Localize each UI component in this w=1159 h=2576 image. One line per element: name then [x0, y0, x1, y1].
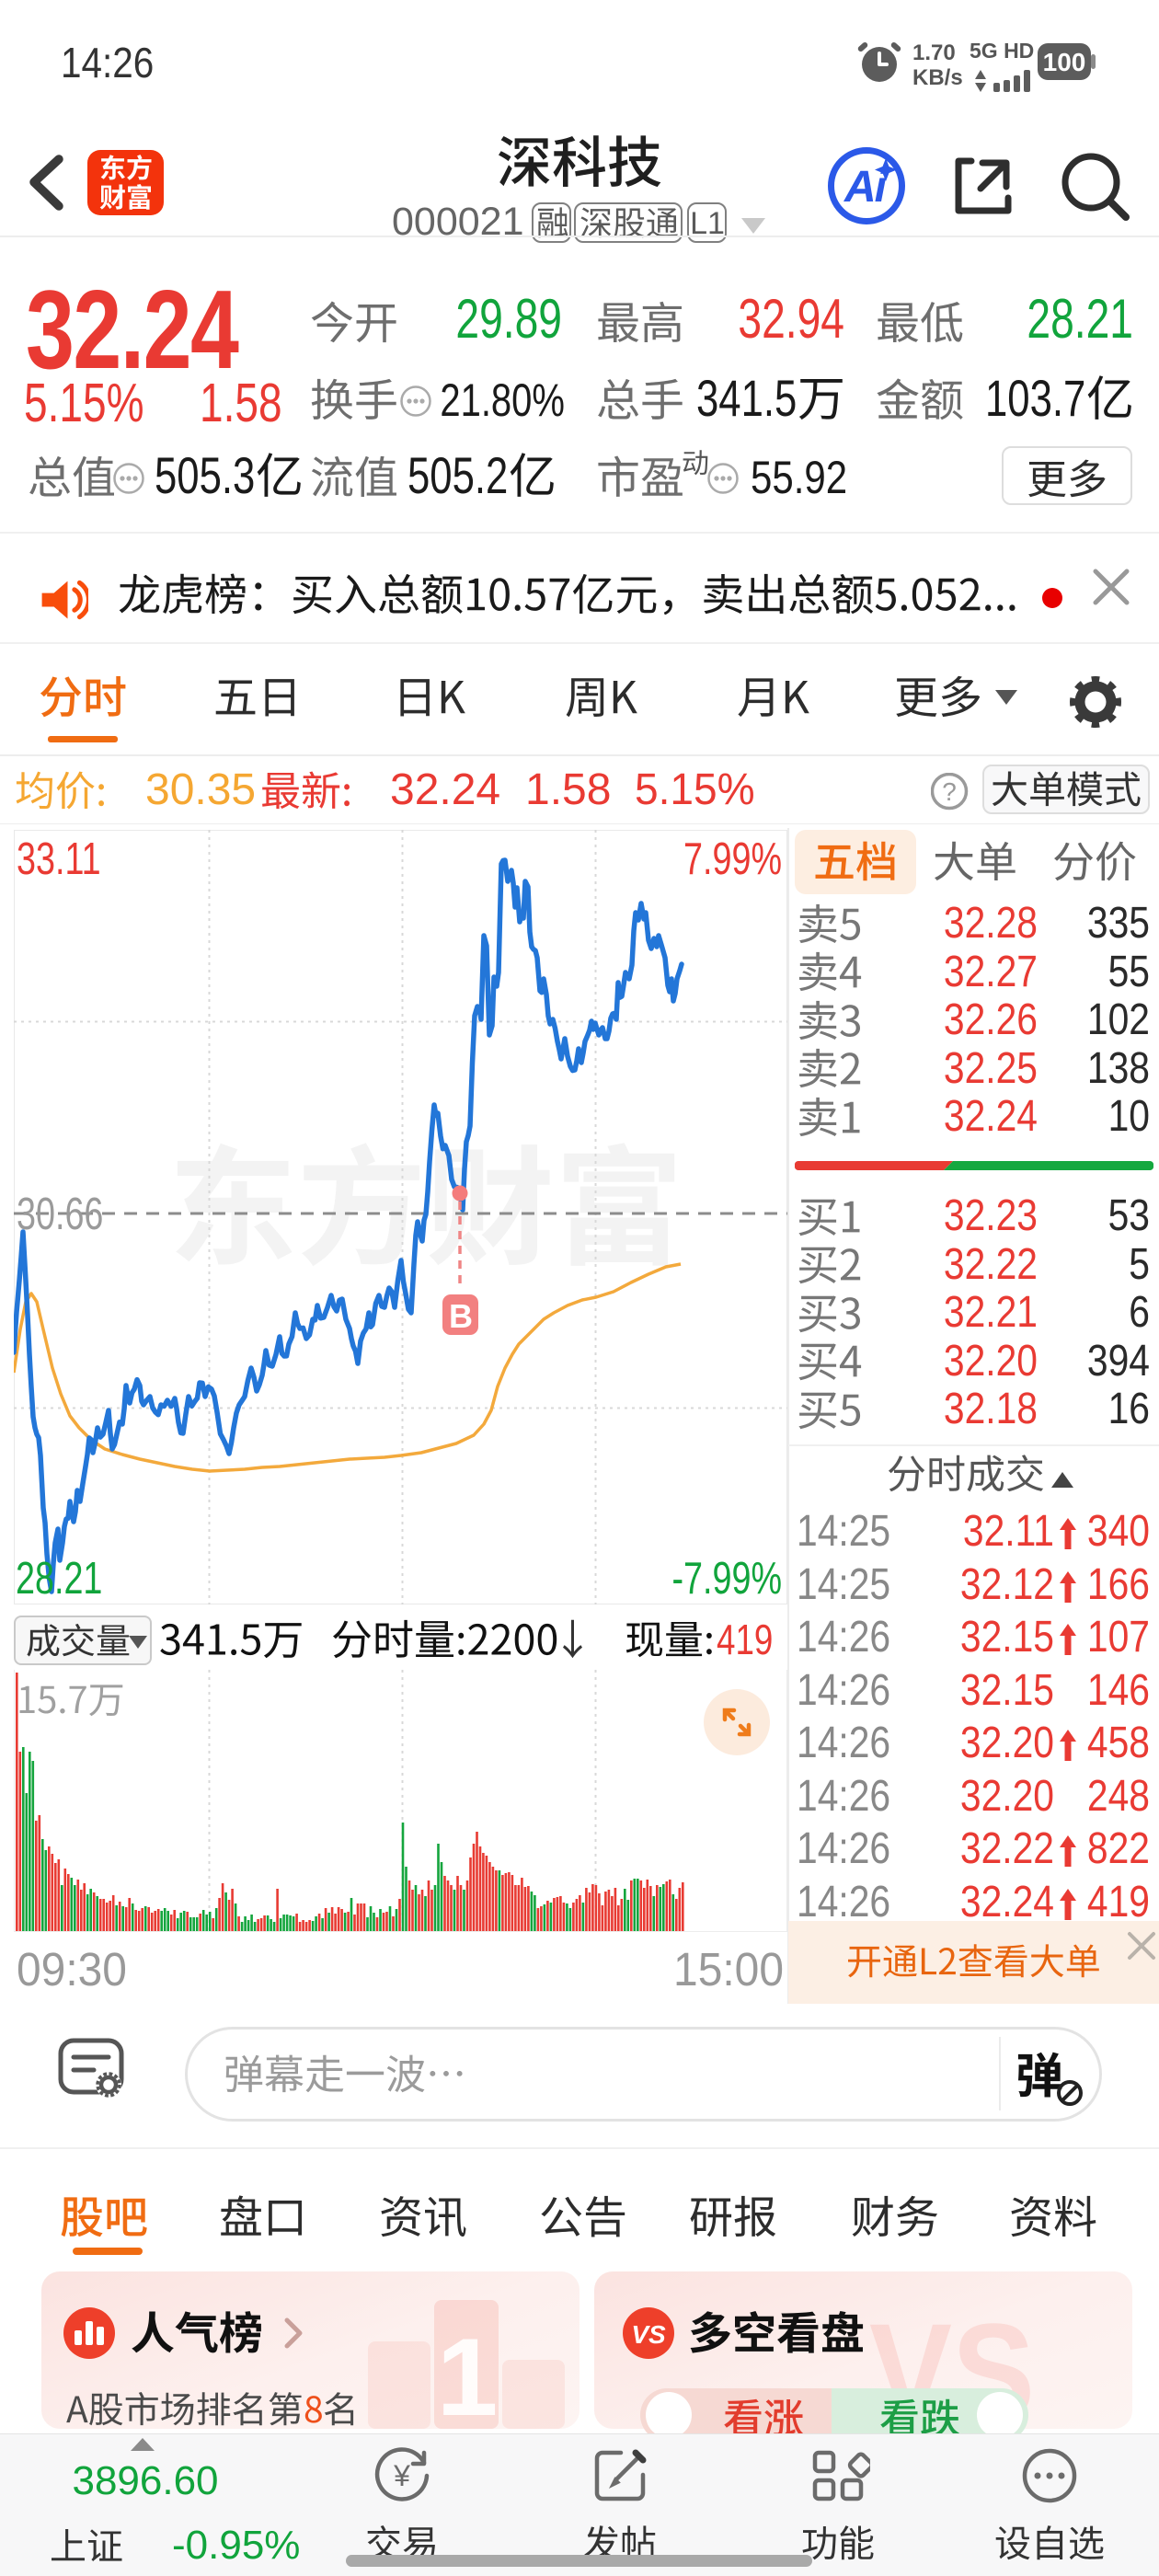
- svg-text:VS: VS: [631, 2320, 666, 2349]
- svg-text:B: B: [449, 1297, 473, 1335]
- svg-text:?: ?: [942, 777, 957, 806]
- svg-text:100: 100: [1043, 48, 1086, 76]
- svg-text:¥: ¥: [393, 2459, 410, 2492]
